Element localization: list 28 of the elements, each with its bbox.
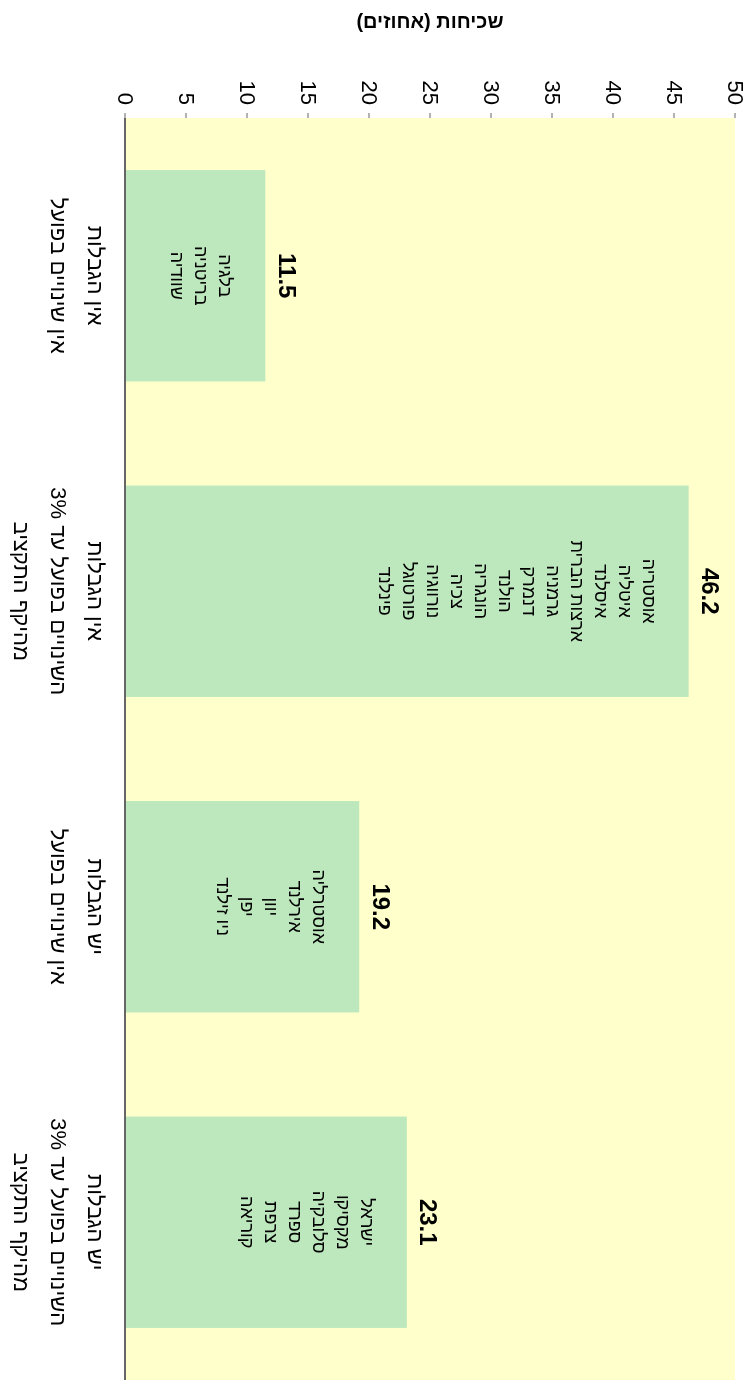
x-tick-label: 5 (173, 92, 199, 105)
x-tick-label: 40 (600, 80, 626, 105)
y-tick-label: יש הגבלות אין שינויים בפועל (45, 828, 108, 986)
x-tick-label: 45 (661, 80, 687, 105)
text: אוסטריה איטליה איסלנד ארצות הברית גרמניה דנמרק הולנד הונגריה צכיה נורווגיה פורטוגל פינלנד (374, 540, 659, 642)
annotation: ישראל מקסיקו סלובקיה ספרד צרפת קוריאה (236, 1190, 377, 1254)
bar (125, 801, 360, 1013)
x-axis-title: שכיחות (אחוזים) (356, 10, 504, 32)
data-label: 46.2 (697, 567, 725, 615)
bar (125, 485, 689, 697)
bar (125, 1116, 407, 1328)
y-tick-label: אין הגבלות השינויים בפועל עד 3% מהיקף התקציב (8, 487, 108, 696)
data-label: 19.2 (367, 883, 395, 931)
x-tick-label: 35 (539, 80, 565, 105)
annotation: אוסטרליה אירלנד יוון יפן ניו זילנד (213, 869, 330, 945)
data-label: 23.1 (415, 1198, 443, 1246)
x-tick-label: 0 (112, 92, 138, 105)
x-tick-label: 15 (295, 80, 321, 105)
x-tick-label: 30 (478, 80, 504, 105)
y-tick-label: אין הגבלות אין שינויים בפועל (45, 197, 108, 355)
y-tick-label: יש הגבלות השינויים בפועל עד 3% מהיקף התקציב (8, 1118, 108, 1327)
bar (125, 170, 266, 382)
x-tick-label: 50 (722, 80, 748, 105)
x-tick-label: 25 (417, 80, 443, 105)
data-label: 11.5 (273, 253, 301, 299)
x-tick-label: 10 (234, 80, 260, 105)
annotation: בלגיה בריטניה שוודיה (167, 245, 236, 306)
x-tick-label: 20 (356, 80, 382, 105)
